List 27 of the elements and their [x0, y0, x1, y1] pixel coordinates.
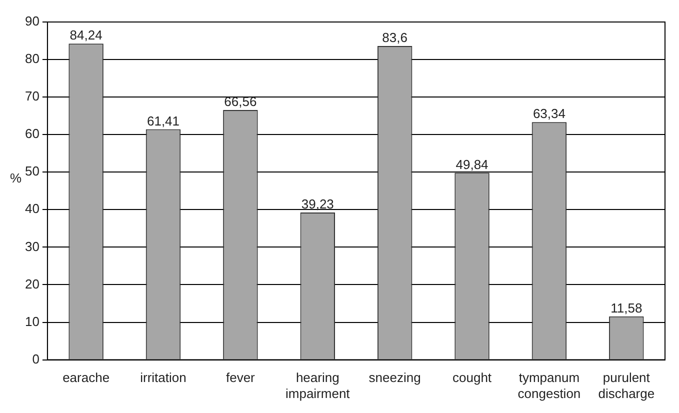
y-tick-label: 90 [24, 14, 40, 29]
y-tick-label: 50 [24, 164, 40, 179]
y-axis-title: % [10, 170, 22, 186]
data-label: 11,58 [610, 300, 642, 316]
y-tick-label: 10 [24, 314, 40, 329]
x-tick-label: sneezing [368, 370, 421, 386]
data-label: 39,23 [301, 196, 334, 212]
data-label: 84,24 [70, 28, 102, 43]
x-tick-label: hearing impairment [285, 370, 350, 401]
y-tick-label: 70 [24, 88, 40, 104]
data-label: 61,41 [146, 113, 180, 128]
y-tick-label: 40 [24, 201, 40, 216]
x-tick-label: tympanum congestion [518, 370, 581, 401]
y-tick-label: 30 [24, 238, 40, 254]
data-label: 49,84 [456, 156, 488, 172]
data-label: 63,34 [532, 106, 566, 122]
y-tick-label: 80 [24, 51, 40, 66]
data-label: 83,6 [382, 30, 408, 46]
x-tick-label: cought [452, 370, 492, 386]
x-tick-label: purulent discharge [598, 370, 655, 401]
x-tick-label: fever [226, 370, 256, 386]
x-tick-label: irritation [140, 370, 186, 386]
y-tick-label: 20 [24, 276, 40, 292]
y-tick-label: 60 [24, 126, 40, 142]
y-tick-label: 0 [32, 351, 40, 366]
x-tick-label: earache [62, 370, 110, 386]
data-label: 66,56 [224, 94, 257, 110]
